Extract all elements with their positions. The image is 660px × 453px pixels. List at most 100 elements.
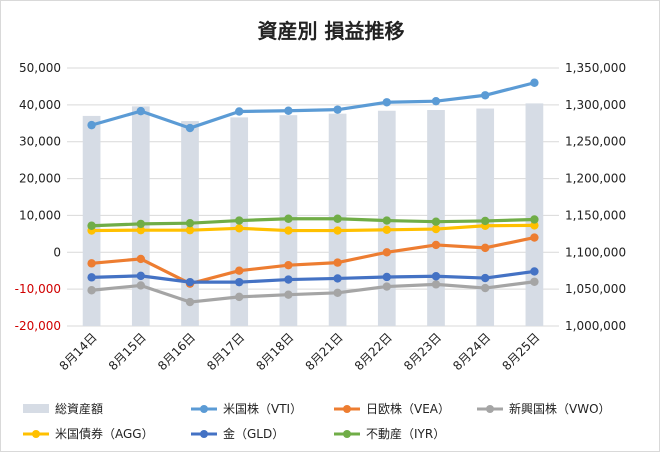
series-point (481, 91, 490, 100)
y-left-tick-label: 40,000 (19, 98, 61, 112)
y-left-tick-label: 20,000 (19, 172, 61, 186)
series-point (481, 216, 490, 226)
y-right-tick-label: 1,150,000 (565, 208, 626, 222)
x-tick-label: 8月16日 (155, 330, 198, 373)
series-point (382, 225, 391, 235)
series-line (89, 217, 537, 228)
series-point (481, 243, 490, 253)
y-left-tick-label: -20,000 (15, 319, 61, 333)
bar-total-assets (131, 106, 150, 327)
x-tick-label: 8月14日 (57, 330, 100, 373)
series-point (87, 120, 96, 130)
series-point (87, 273, 96, 282)
legend-label: 米国株（VTI） (223, 401, 302, 416)
bar-total-assets (525, 103, 544, 326)
x-tick-label: 8月23日 (401, 330, 444, 373)
series-point (481, 273, 490, 283)
series-point (530, 233, 539, 242)
legend-swatch-marker (32, 430, 40, 438)
y-right-tick-label: 1,200,000 (565, 172, 626, 186)
series-line (89, 280, 537, 304)
series-point (185, 297, 195, 307)
legend-label: 金（GLD） (223, 426, 284, 441)
legend-swatch-marker (343, 430, 351, 438)
x-tick-label: 8月17日 (204, 330, 247, 373)
legend-label: 総資産額 (55, 401, 103, 416)
series-point (235, 292, 244, 302)
series-point (431, 224, 441, 234)
legend-swatch-marker (200, 430, 208, 438)
y-right-tick-label: 1,050,000 (565, 282, 626, 296)
chart-title: 資産別 損益推移 (257, 19, 405, 43)
y-left-tick-label: 10,000 (19, 208, 61, 222)
series-point (382, 98, 391, 107)
series-point (530, 277, 539, 286)
series-line (89, 269, 537, 284)
series-point (235, 107, 244, 116)
series-point (333, 105, 342, 114)
series-point (284, 226, 293, 235)
series-point (284, 290, 293, 299)
series-point (530, 215, 539, 224)
legend-swatch-marker (486, 405, 494, 413)
series-point (185, 225, 195, 235)
legend-swatch-marker (200, 405, 208, 413)
x-tick-label: 8月22日 (352, 330, 395, 373)
y-left-tick-label: 30,000 (19, 135, 61, 149)
series-point (235, 277, 244, 287)
y-right-tick-label: 1,350,000 (565, 61, 626, 75)
series-point (185, 123, 195, 133)
series-point (185, 218, 195, 228)
legend-label: 不動産（IYR） (366, 426, 445, 441)
y-right-tick-label: 1,300,000 (565, 98, 626, 112)
series-point (136, 281, 145, 290)
series-point (87, 259, 96, 268)
series-point (87, 221, 96, 230)
series-point (235, 224, 244, 233)
series-point (530, 78, 539, 87)
series-point (431, 280, 441, 289)
series-point (136, 254, 145, 264)
series-point (284, 106, 293, 115)
series-point (431, 272, 441, 281)
legend-label: 新興国株（VWO） (509, 401, 611, 416)
series-point (333, 258, 342, 267)
series-point (481, 283, 490, 293)
bar-total-assets (82, 115, 101, 327)
series-point (333, 274, 342, 283)
y-right-tick-label: 1,250,000 (565, 135, 626, 149)
series-point (431, 240, 441, 250)
x-tick-label: 8月21日 (303, 330, 346, 373)
legend-label: 日欧株（VEA） (366, 401, 450, 416)
series-point (235, 266, 244, 275)
series-point (333, 226, 342, 235)
series-point (136, 106, 145, 116)
x-tick-label: 8月18日 (253, 330, 296, 373)
legend-label: 米国債券（AGG） (55, 426, 154, 441)
series-point (382, 216, 391, 225)
series-point (284, 214, 293, 223)
series-point (235, 216, 244, 225)
series-point (185, 277, 195, 287)
series-line (89, 235, 537, 286)
series-point (530, 267, 539, 276)
y-right-tick-label: 1,100,000 (565, 245, 626, 259)
series-point (382, 282, 391, 291)
series-point (136, 225, 145, 235)
y-right-tick-label: 1,000,000 (565, 319, 626, 333)
y-left-tick-label: 0 (53, 245, 61, 259)
y-left-tick-label: -10,000 (15, 282, 61, 296)
legend-swatch-marker (343, 405, 351, 413)
series-point (333, 214, 342, 223)
x-tick-label: 8月15日 (106, 330, 149, 373)
x-tick-label: 8月25日 (499, 330, 542, 373)
series-line (89, 81, 537, 130)
y-left-tick-label: 50,000 (19, 61, 61, 75)
series-point (530, 221, 539, 230)
series-point (333, 288, 342, 298)
series-point (87, 286, 96, 295)
series-point (382, 272, 391, 282)
series-point (284, 260, 293, 270)
